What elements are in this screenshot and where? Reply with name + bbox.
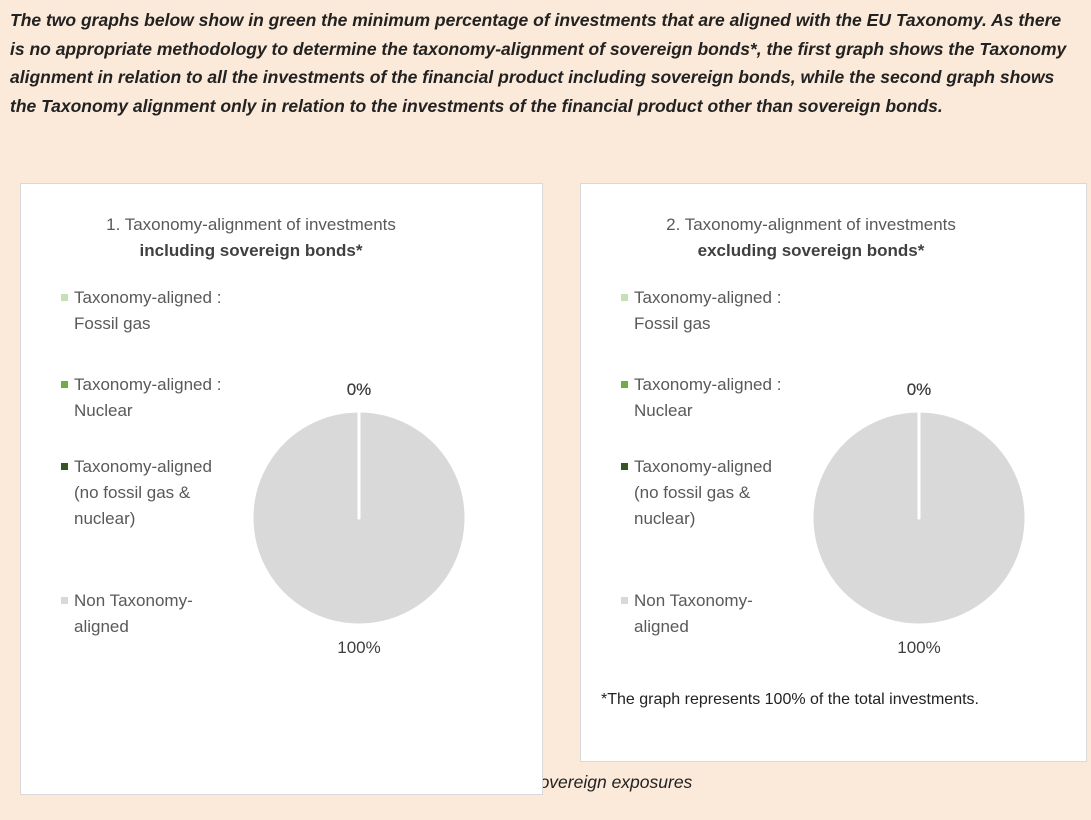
legend-item: Taxonomy-aligned : Fossil gas (621, 285, 784, 337)
legend-item: Non Taxonomy-aligned (621, 588, 784, 640)
legend-swatch (61, 463, 68, 470)
subtitle-line: excluding sovereign bonds* (697, 241, 925, 260)
legend-swatch (61, 381, 68, 388)
data-label: 0% (347, 380, 372, 399)
data-label: 0% (347, 380, 372, 399)
legend-item: Taxonomy-aligned (no fossil gas & nuclea… (61, 454, 224, 532)
data-label: 0% (907, 380, 932, 399)
legend-label: Non Taxonomy-aligned (74, 591, 193, 636)
legend-item: Taxonomy-aligned : Nuclear (61, 372, 224, 424)
pie-chart: 0%0%0%100% (810, 380, 1028, 657)
data-label: 100% (897, 638, 940, 657)
data-label: 0% (907, 380, 932, 399)
legend-item: Taxonomy-aligned : Nuclear (621, 372, 784, 424)
title-line: 1. Taxonomy-alignment of investments (106, 215, 396, 234)
legend-label: Taxonomy-aligned : Fossil gas (74, 288, 222, 333)
legend-swatch (61, 597, 68, 604)
legend-swatch (61, 294, 68, 301)
data-label: 100% (337, 638, 380, 657)
pie-chart: 0%0%0%100% (250, 380, 468, 657)
legend-label: Non Taxonomy-aligned (634, 591, 753, 636)
legend-item: Taxonomy-aligned (no fossil gas & nuclea… (621, 454, 784, 532)
legend-item: Taxonomy-aligned : Fossil gas (61, 285, 224, 337)
legend-swatch (621, 381, 628, 388)
title-line: 2. Taxonomy-alignment of investments (666, 215, 956, 234)
legend-swatch (621, 597, 628, 604)
chart-title: 2. Taxonomy-alignment of investments excl… (581, 212, 1041, 264)
subtitle-line: including sovereign bonds* (139, 241, 363, 260)
chart-panel: 2. Taxonomy-alignment of investments excl… (580, 183, 1087, 762)
chart-note: *The graph represents 100% of the total … (601, 691, 979, 708)
legend-label: Taxonomy-aligned : Fossil gas (634, 288, 782, 333)
legend-swatch (621, 294, 628, 301)
data-label: 0% (347, 380, 372, 399)
legend-swatch (621, 463, 628, 470)
chart-title: 1. Taxonomy-alignment of investments incl… (21, 212, 481, 264)
data-label: 0% (907, 380, 932, 399)
intro-text: The two graphs below show in green the m… (10, 10, 1067, 116)
legend-label: Taxonomy-aligned : Nuclear (74, 375, 222, 420)
legend-label: Taxonomy-aligned (no fossil gas & nuclea… (634, 457, 772, 528)
legend-label: Taxonomy-aligned (no fossil gas & nuclea… (74, 457, 212, 528)
legend-item: Non Taxonomy-aligned (61, 588, 224, 640)
chart-panel: 1. Taxonomy-alignment of investments incl… (20, 183, 543, 795)
legend-label: Taxonomy-aligned : Nuclear (634, 375, 782, 420)
